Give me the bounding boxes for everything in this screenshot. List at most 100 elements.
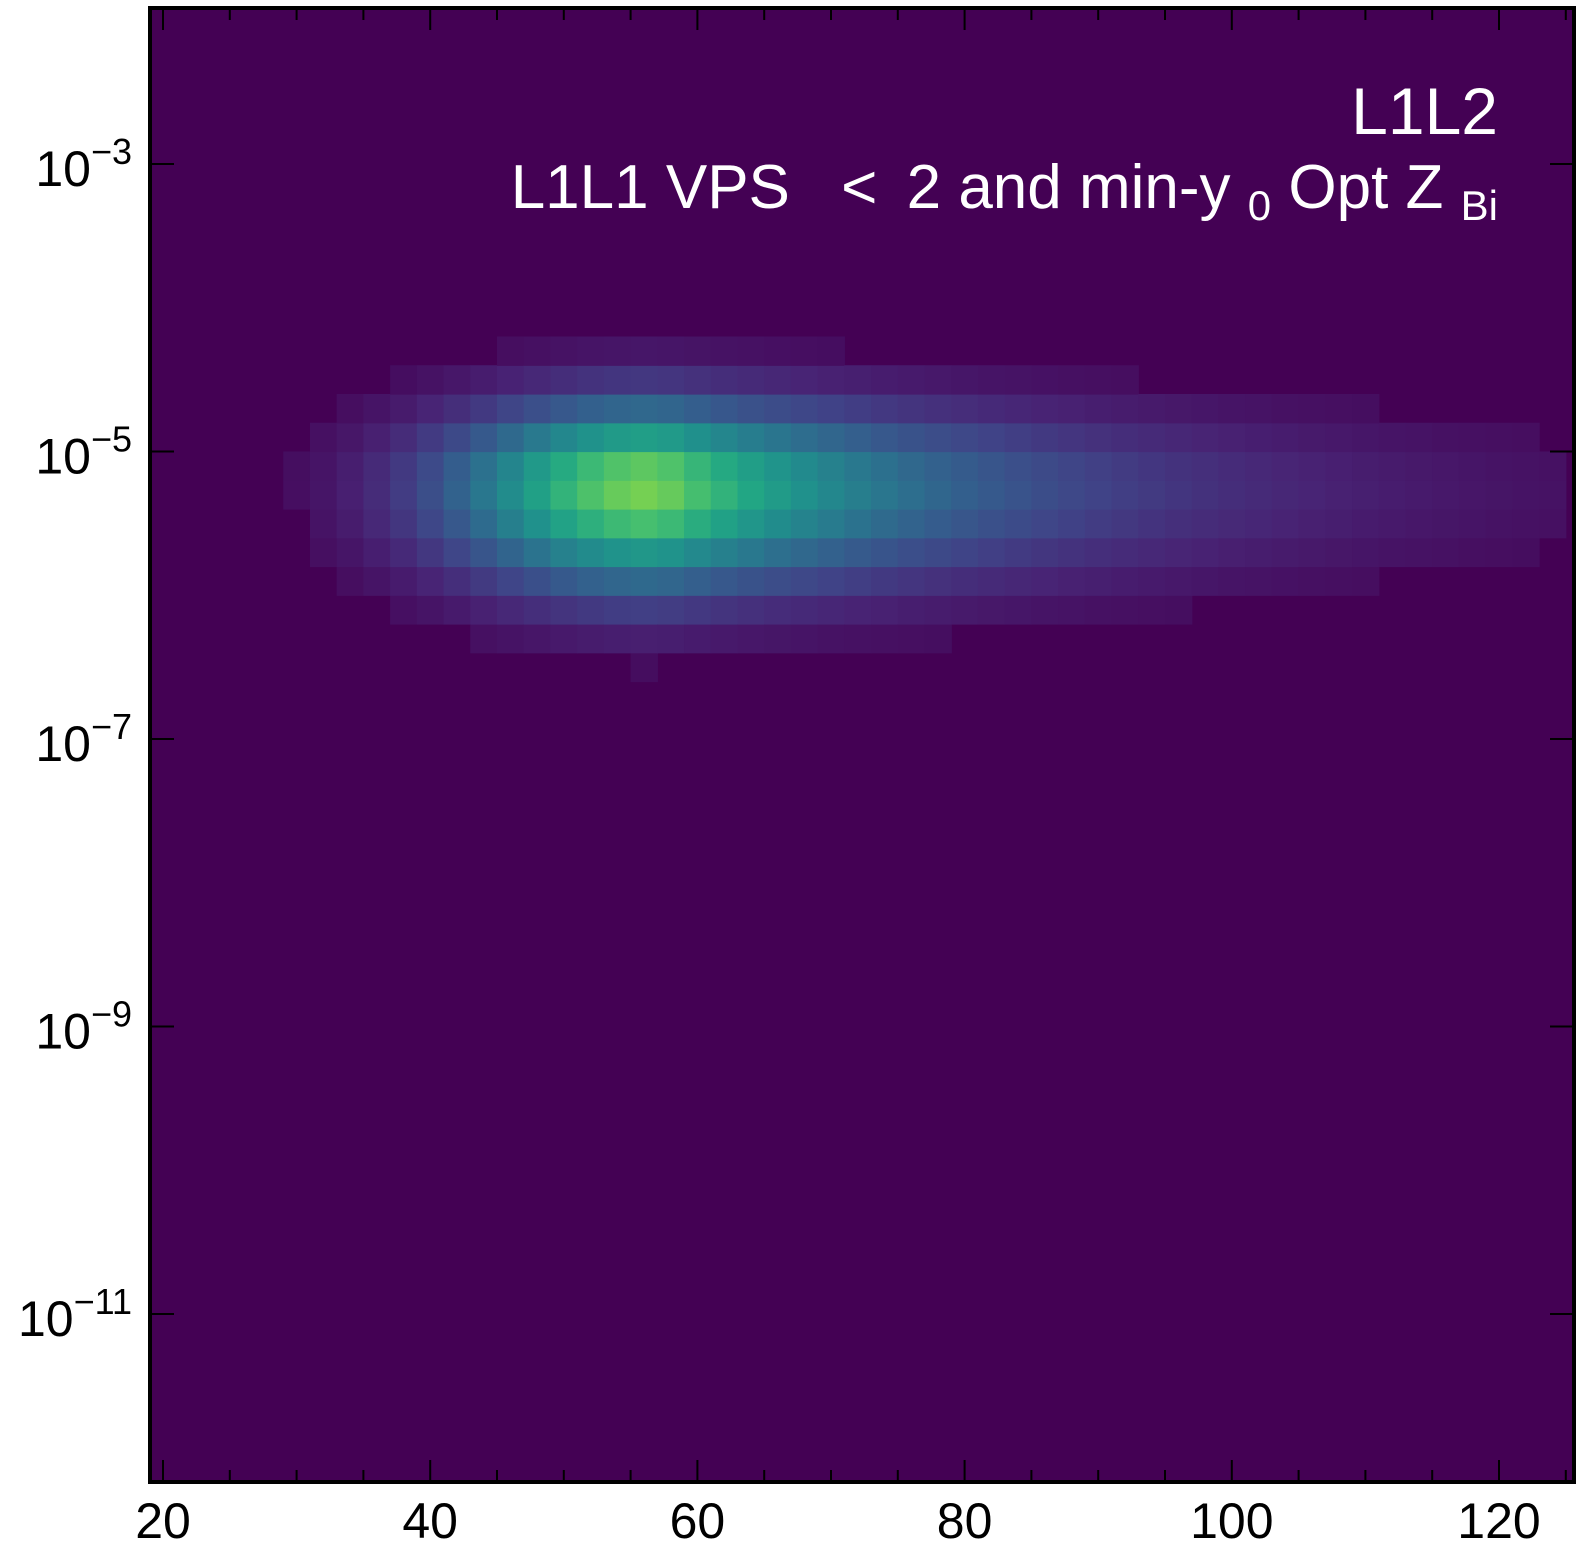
heatmap-cell xyxy=(443,595,471,625)
heatmap-cell xyxy=(710,595,739,625)
heatmap-cell xyxy=(764,422,792,453)
heatmap-cell xyxy=(470,537,498,568)
heatmap-cell xyxy=(630,422,658,453)
heatmap-cell xyxy=(871,537,899,568)
heatmap-cell xyxy=(951,566,979,596)
heatmap-cell xyxy=(1111,595,1139,625)
annotation-line-1: L1L2 xyxy=(1351,74,1498,148)
heatmap-cell xyxy=(1084,566,1113,596)
heatmap-cell xyxy=(1165,509,1193,539)
heatmap-cell xyxy=(1352,480,1380,510)
heatmap-cell xyxy=(416,566,445,596)
heatmap-cell xyxy=(1138,480,1166,510)
heatmap-cell xyxy=(1084,451,1113,481)
heatmap-cell xyxy=(1031,365,1059,395)
heatmap-cell xyxy=(1485,509,1513,539)
heatmap-cell xyxy=(497,336,525,366)
heatmap-cell xyxy=(523,624,552,654)
heatmap-cell xyxy=(1191,509,1220,539)
heatmap-cell xyxy=(603,422,632,453)
heatmap-cell xyxy=(924,595,952,625)
heatmap-cell xyxy=(844,480,872,510)
heatmap-cell xyxy=(603,336,632,366)
heatmap-cell xyxy=(1111,480,1139,510)
heatmap-cell xyxy=(443,566,471,596)
heatmap-cell xyxy=(1218,451,1246,481)
y-tick-label: 10−5 xyxy=(35,419,132,485)
heatmap-cell xyxy=(523,480,552,510)
heatmap-cell xyxy=(309,422,338,453)
heatmap-cell xyxy=(1245,566,1273,596)
heatmap-cell xyxy=(924,624,952,654)
heatmap-cell xyxy=(577,480,605,510)
heatmap-cell xyxy=(817,509,845,539)
heatmap-cell xyxy=(630,652,658,683)
heatmap-cell xyxy=(1325,509,1353,539)
heatmap-cell xyxy=(871,451,899,481)
heatmap-cell xyxy=(497,422,525,453)
heatmap-cell xyxy=(951,365,979,395)
x-tick-label: 120 xyxy=(1457,1493,1540,1549)
heatmap-cell xyxy=(1004,595,1032,625)
heatmap-cell xyxy=(844,624,872,654)
heatmap-cell xyxy=(577,566,605,596)
heatmap-cell xyxy=(1218,537,1246,568)
heatmap-cell xyxy=(737,624,765,654)
heatmap-cell xyxy=(1432,422,1460,453)
heatmap-cell xyxy=(1352,451,1380,481)
heatmap-cell xyxy=(1191,537,1220,568)
heatmap-cell xyxy=(737,480,765,510)
heatmap-cell xyxy=(1111,451,1139,481)
heatmap-cell xyxy=(363,509,391,539)
heatmap-cell xyxy=(844,451,872,481)
x-tick-label: 80 xyxy=(937,1493,993,1549)
heatmap-cell xyxy=(844,422,872,453)
heatmap-cell xyxy=(764,365,792,395)
heatmap-cell xyxy=(1405,451,1433,481)
heatmap-cell xyxy=(416,480,445,510)
heatmap-cell xyxy=(443,509,471,539)
heatmap-cell xyxy=(790,451,819,481)
heatmap-cell xyxy=(924,422,952,453)
heatmap-cell xyxy=(603,480,632,510)
heatmap-cell xyxy=(897,394,926,424)
heatmap-cell xyxy=(550,336,578,366)
heatmap-cell xyxy=(1058,451,1086,481)
heatmap-cell xyxy=(336,451,364,481)
heatmap-cell xyxy=(363,394,391,424)
heatmap-cell xyxy=(817,595,845,625)
heatmap-cell xyxy=(470,566,498,596)
heatmap-cell xyxy=(550,509,578,539)
heatmap-cell xyxy=(790,509,819,539)
heatmap-cell xyxy=(871,422,899,453)
heatmap-cell xyxy=(1058,365,1086,395)
heatmap-cell xyxy=(871,480,899,510)
y-tick-label: 10−9 xyxy=(35,994,132,1060)
heatmap-cell xyxy=(603,365,632,395)
heatmap-cell xyxy=(897,595,926,625)
heatmap-cell xyxy=(710,422,739,453)
annotation-line-2: L1L1 VPS < 2 and min-y 0 Opt Z Bi xyxy=(511,153,1498,234)
heatmap-cell xyxy=(1271,480,1300,510)
heatmap-cell xyxy=(470,365,498,395)
heatmap-cell xyxy=(1165,595,1193,625)
heatmap-cell xyxy=(1245,537,1273,568)
heatmap-cell xyxy=(630,566,658,596)
heatmap-cell xyxy=(1539,451,1567,481)
heatmap-cell xyxy=(1432,509,1460,539)
heatmap-cell xyxy=(1352,566,1380,596)
heatmap-cell xyxy=(684,336,712,366)
heatmap-cell xyxy=(764,509,792,539)
heatmap-cell xyxy=(684,537,712,568)
heatmap-cell xyxy=(1058,394,1086,424)
heatmap-cell xyxy=(1138,422,1166,453)
heatmap-cell xyxy=(1004,394,1032,424)
heatmap-cell xyxy=(1298,422,1326,453)
heatmap-cell xyxy=(790,336,819,366)
heatmap-cell xyxy=(497,394,525,424)
heatmap-cell xyxy=(1004,537,1032,568)
y-axis: 10−3 10−5 10−7 10−9 10−11 xyxy=(18,131,1574,1347)
heatmap-cell xyxy=(924,394,952,424)
heatmap-cell xyxy=(1245,394,1273,424)
heatmap-cell xyxy=(1004,451,1032,481)
